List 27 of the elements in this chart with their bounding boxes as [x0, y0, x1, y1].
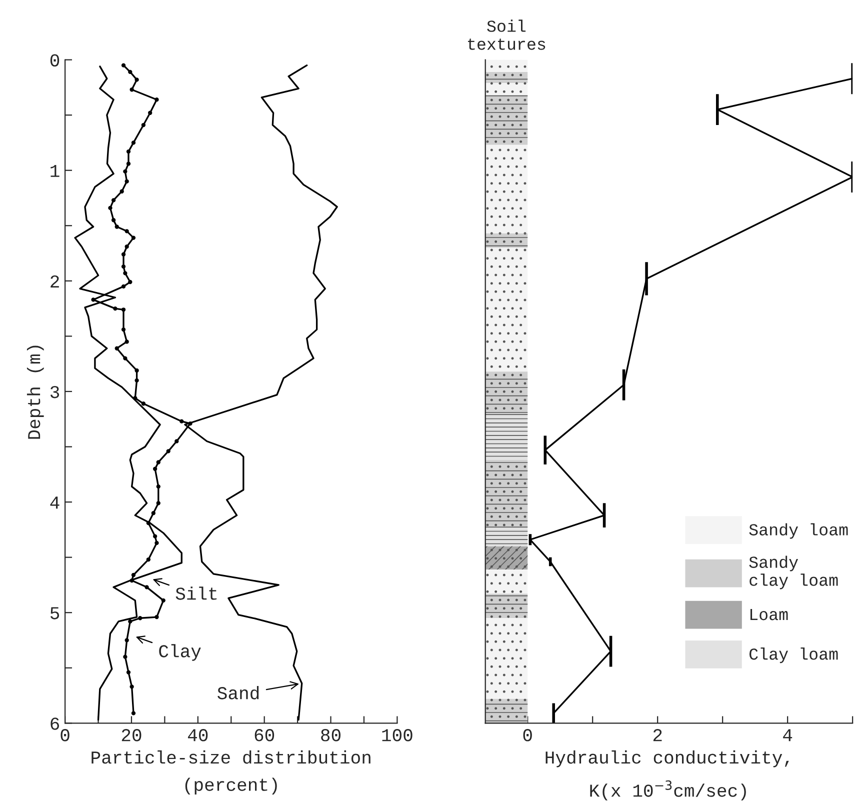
x-tick-label: 20 [122, 729, 142, 742]
annotation: Sand [218, 686, 259, 700]
annotation: Silt [176, 586, 217, 600]
legend-label: Sandy clay loam [749, 556, 838, 590]
y-tick-label: 5 [50, 607, 60, 620]
legend-label: Clay loam [749, 648, 838, 664]
x-axis-title: Hydraulic conductivity, K(x 10$^{−3}$cm/sec) [546, 750, 789, 800]
x-tick-label: 0 [60, 729, 70, 742]
y-tick-label: 2 [50, 275, 59, 288]
x-tick-label: 2 [653, 729, 662, 742]
text: Soil textures [468, 20, 546, 50]
y-tick-label: 0 [50, 54, 60, 67]
x-tick-label: 0 [523, 729, 532, 742]
x-tick-label: 60 [254, 729, 274, 742]
x-tick-label: 80 [321, 729, 340, 742]
y-tick-label: 3 [50, 386, 60, 398]
x-tick-label: 100 [382, 729, 412, 742]
x-axis-title: Particle-size distribution (percent) [92, 750, 370, 795]
y-axis-title: Depth (m) [26, 346, 44, 439]
x-tick-label: 40 [188, 729, 208, 742]
legend-label: Loam [750, 609, 788, 620]
y-tick-label: 6 [50, 718, 60, 730]
y-tick-label: 1 [50, 165, 60, 177]
x-tick-label: 4 [783, 729, 792, 742]
y-tick-label: 4 [50, 496, 60, 509]
legend-label: Sandy loam [749, 523, 848, 539]
annotation: Clay [159, 644, 201, 661]
